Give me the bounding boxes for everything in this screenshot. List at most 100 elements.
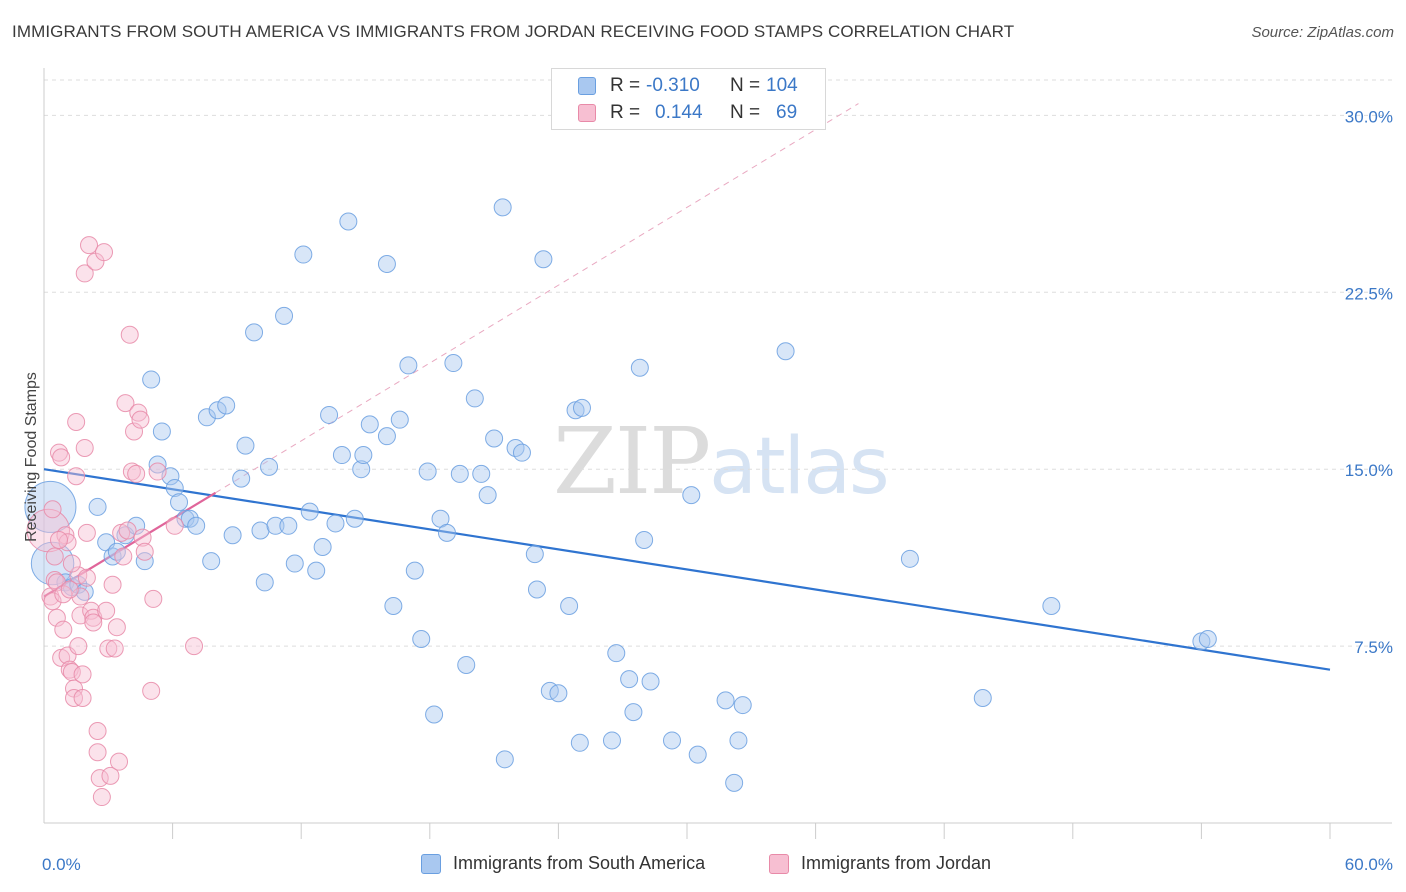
point-jordan xyxy=(75,438,94,457)
point-jordan xyxy=(50,530,69,549)
y-tick-label: 15.0% xyxy=(1345,461,1393,480)
point-south-america xyxy=(399,356,418,375)
axes xyxy=(43,68,1392,839)
point-south-america xyxy=(165,479,184,498)
point-south-america xyxy=(444,354,463,373)
point-jordan xyxy=(114,547,133,566)
legend-n-value: 69 xyxy=(776,102,798,123)
point-south-america xyxy=(223,526,242,545)
trend-line-extension xyxy=(215,103,859,494)
point-south-america xyxy=(326,514,345,533)
point-south-america xyxy=(560,596,579,615)
point-jordan xyxy=(88,722,107,741)
point-south-america xyxy=(688,745,707,764)
point-south-america xyxy=(176,509,195,528)
bottom-legend-label-south-america: Immigrants from South America xyxy=(453,853,706,873)
point-south-america xyxy=(729,731,748,750)
point-south-america xyxy=(332,446,351,465)
point-jordan xyxy=(73,688,92,707)
point-south-america xyxy=(170,493,189,512)
y-tick-label: 7.5% xyxy=(1354,638,1393,657)
point-south-america xyxy=(294,245,313,264)
point-south-america xyxy=(217,396,236,415)
point-south-america xyxy=(450,464,469,483)
point-south-america xyxy=(602,731,621,750)
point-jordan xyxy=(88,743,107,762)
point-south-america xyxy=(127,516,146,535)
point-jordan xyxy=(148,462,167,481)
point-south-america xyxy=(1198,630,1217,649)
point-south-america xyxy=(900,549,919,568)
point-south-america xyxy=(776,342,795,361)
point-south-america xyxy=(339,212,358,231)
point-jordan xyxy=(165,516,184,535)
point-south-america xyxy=(255,573,274,592)
point-south-america xyxy=(300,502,319,521)
correlation-legend: R = -0.310 N = 104 R = 0.144 N = 69 xyxy=(551,68,826,130)
legend-n-value: 104 xyxy=(766,75,798,96)
point-south-america xyxy=(534,250,553,269)
legend-swatch-jordan xyxy=(578,104,596,122)
point-south-america xyxy=(527,580,546,599)
point-south-america xyxy=(354,446,373,465)
point-south-america xyxy=(572,398,591,417)
point-south-america xyxy=(313,538,332,557)
watermark: ZIPatlas xyxy=(553,408,890,515)
point-south-america xyxy=(251,521,270,540)
y-axis-label: Receiving Food Stamps xyxy=(23,372,40,542)
point-jordan xyxy=(54,620,73,639)
point-south-america xyxy=(725,773,744,792)
point-south-america xyxy=(377,427,396,446)
point-jordan xyxy=(131,410,150,429)
legend-swatch-south-america xyxy=(578,77,596,95)
point-south-america xyxy=(275,306,294,325)
point-jordan xyxy=(60,580,79,599)
point-south-america xyxy=(152,422,171,441)
x-tick-label: 60.0% xyxy=(1345,855,1393,874)
data-points xyxy=(24,198,1217,807)
point-south-america xyxy=(260,457,279,476)
point-jordan xyxy=(120,325,139,344)
bottom-legend-swatch-jordan xyxy=(769,854,789,874)
legend-r-label: R = xyxy=(610,102,641,123)
point-south-america xyxy=(662,731,681,750)
point-jordan xyxy=(62,554,81,573)
point-south-america xyxy=(245,323,264,342)
point-jordan xyxy=(142,681,161,700)
point-south-america xyxy=(412,630,431,649)
point-south-america xyxy=(478,486,497,505)
point-jordan xyxy=(107,618,126,637)
y-tick-label: 22.5% xyxy=(1345,284,1393,303)
point-jordan xyxy=(43,592,62,611)
point-south-america xyxy=(641,672,660,691)
point-south-america xyxy=(495,750,514,769)
point-south-america xyxy=(506,438,525,457)
bottom-legend-swatch-south-america xyxy=(421,854,441,874)
legend-n-label: N = xyxy=(730,102,761,123)
point-south-america xyxy=(360,415,379,434)
point-south-america xyxy=(418,462,437,481)
point-jordan xyxy=(43,500,62,519)
point-south-america xyxy=(973,688,992,707)
point-south-america xyxy=(716,691,735,710)
point-jordan xyxy=(75,264,94,283)
grid-lines xyxy=(44,79,1392,647)
point-south-america xyxy=(630,358,649,377)
point-south-america xyxy=(236,436,255,455)
legend-n-label: N = xyxy=(730,75,761,96)
point-south-america xyxy=(142,370,161,389)
point-south-america xyxy=(525,545,544,564)
legend-r-label: R = xyxy=(610,75,641,96)
point-south-america xyxy=(635,530,654,549)
point-south-america xyxy=(107,542,126,561)
point-jordan xyxy=(110,752,129,771)
point-south-america xyxy=(197,408,216,427)
point-jordan xyxy=(144,589,163,608)
point-jordan xyxy=(54,585,73,604)
chart-title: IMMIGRANTS FROM SOUTH AMERICA VS IMMIGRA… xyxy=(12,22,1015,41)
point-jordan xyxy=(127,464,146,483)
point-jordan xyxy=(47,608,66,627)
point-jordan xyxy=(95,243,114,262)
tick-labels: 7.5% 15.0% 22.5% 30.0% 0.0% 60.0% xyxy=(42,107,1393,874)
